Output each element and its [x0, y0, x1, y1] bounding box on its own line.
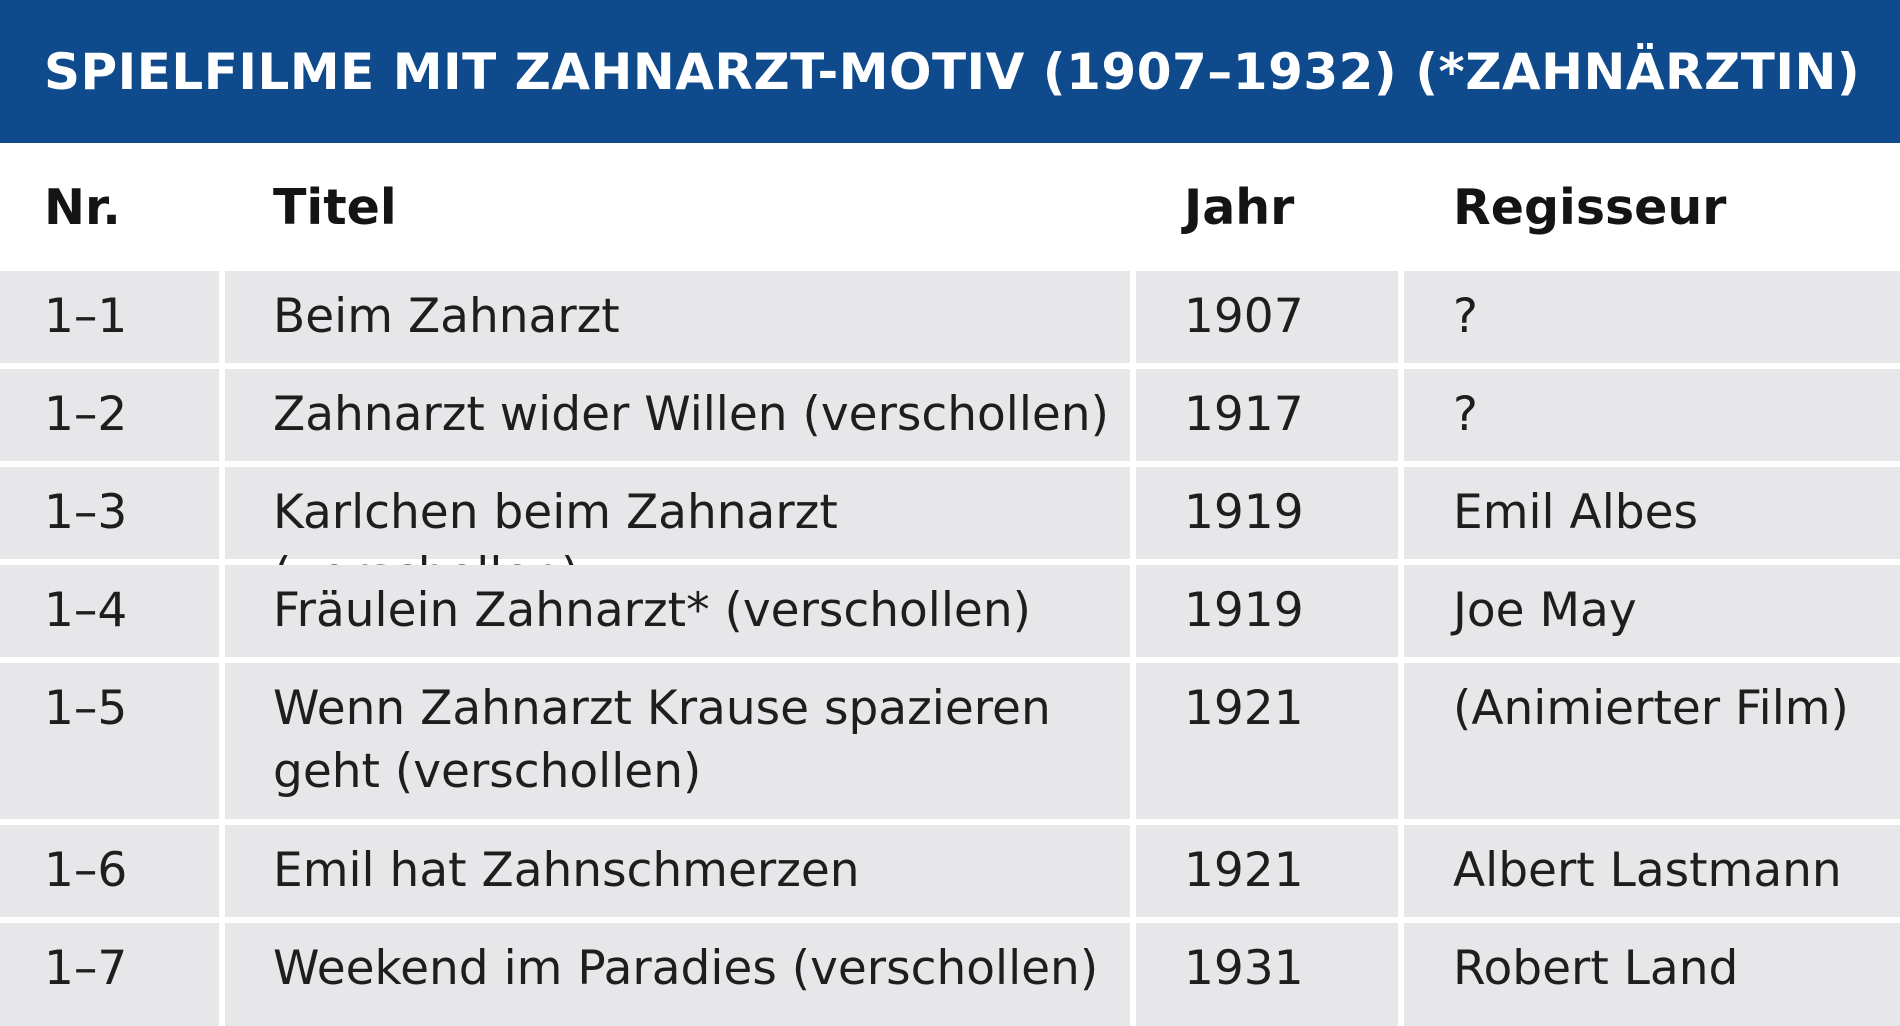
table-row: 1–5 Wenn Zahnarzt Krause spazieren geht …: [0, 663, 1900, 819]
cell-titel: Beim Zahnarzt: [225, 271, 1130, 363]
cell-nr: 1–4: [0, 565, 219, 657]
table-row: 1–2 Zahnarzt wider Willen (verschollen) …: [0, 369, 1900, 461]
table-row: 1–4 Fräulein Zahnarzt* (verschollen) 191…: [0, 565, 1900, 657]
cell-regisseur: (Animierter Film): [1404, 663, 1900, 819]
cell-titel: Karlchen beim Zahnarzt (verschollen): [225, 467, 1130, 603]
title-banner: SPIELFILME MIT ZAHNARZT-MOTIV (1907–1932…: [0, 0, 1900, 143]
cell-nr: 1–6: [0, 825, 219, 917]
cell-regisseur: Emil Albes: [1404, 467, 1900, 559]
cell-regisseur: Robert Land: [1404, 923, 1900, 1026]
cell-nr: 1–7: [0, 923, 219, 1026]
table-title: SPIELFILME MIT ZAHNARZT-MOTIV (1907–1932…: [44, 42, 1861, 101]
cell-titel: Zahnarzt wider Willen (verschollen): [225, 369, 1130, 461]
cell-regisseur: Joe May: [1404, 565, 1900, 657]
cell-jahr: 1907: [1136, 271, 1398, 363]
cell-regisseur: ?: [1404, 271, 1900, 363]
cell-titel: Weekend im Paradies (verschollen): [225, 923, 1130, 1026]
table-row: 1–7 Weekend im Paradies (verschollen) 19…: [0, 923, 1900, 1026]
cell-nr: 1–1: [0, 271, 219, 363]
table-row: 1–6 Emil hat Zahnschmerzen 1921 Albert L…: [0, 825, 1900, 917]
table-row: 1–1 Beim Zahnarzt 1907 ?: [0, 271, 1900, 363]
header-jahr: Jahr: [1184, 178, 1295, 236]
cell-jahr: 1931: [1136, 923, 1398, 1026]
cell-jahr: 1919: [1136, 565, 1398, 657]
cell-titel: Emil hat Zahnschmerzen: [225, 825, 1130, 917]
cell-titel: Wenn Zahnarzt Krause spazieren geht (ver…: [225, 663, 1130, 819]
cell-jahr: 1919: [1136, 467, 1398, 559]
cell-jahr: 1921: [1136, 825, 1398, 917]
header-nr: Nr.: [44, 178, 121, 236]
table-row: 1–3 Karlchen beim Zahnarzt (verschollen)…: [0, 467, 1900, 603]
cell-jahr: 1917: [1136, 369, 1398, 461]
header-titel: Titel: [273, 178, 397, 236]
cell-nr: 1–3: [0, 467, 219, 559]
cell-jahr: 1921: [1136, 663, 1398, 819]
cell-nr: 1–2: [0, 369, 219, 461]
cell-regisseur: Albert Lastmann: [1404, 825, 1900, 917]
cell-regisseur: ?: [1404, 369, 1900, 461]
cell-nr: 1–5: [0, 663, 219, 819]
table-header-row: Nr. Titel Jahr Regisseur: [0, 143, 1900, 271]
cell-titel: Fräulein Zahnarzt* (verschollen): [225, 565, 1130, 657]
header-regisseur: Regisseur: [1453, 178, 1727, 236]
